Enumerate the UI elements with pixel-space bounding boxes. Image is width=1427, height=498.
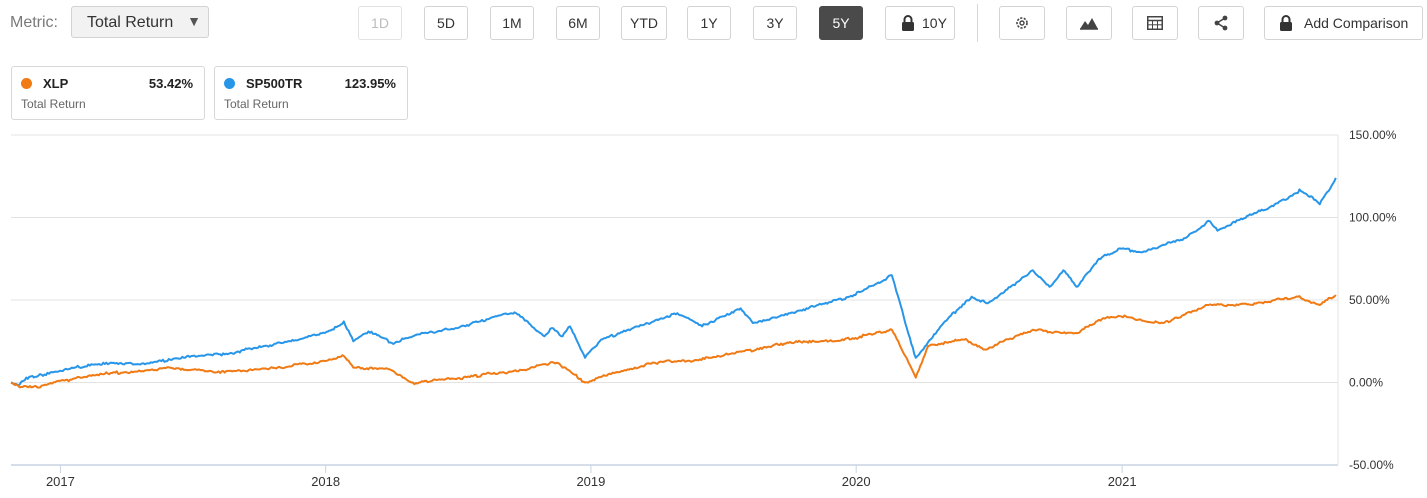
x-tick-label: 2019 [576,474,605,489]
range-button-1m[interactable]: 1M [490,6,534,40]
range-button-10y[interactable]: 10Y [885,6,955,40]
toolbar: Metric: Total Return ▼ 1D 5D 1M 6M YTD 1… [0,0,1427,48]
metric-select-value: Total Return [87,14,174,31]
x-tick-label: 2018 [311,474,340,489]
range-button-1d[interactable]: 1D [358,6,402,40]
series-color-dot [21,78,32,89]
chart-type-button[interactable] [1066,6,1112,40]
legend-sublabel: Total Return [21,97,86,111]
legend-sublabel: Total Return [224,97,289,111]
series-line-xlp [10,294,1337,389]
toolbar-divider [977,4,978,42]
table-view-button[interactable] [1132,6,1178,40]
series-line-sp500tr [10,177,1337,387]
caret-down-icon: ▼ [187,13,201,29]
range-button-10y-label: 10Y [922,15,947,31]
share-button[interactable] [1198,6,1244,40]
legend-symbol: XLP [43,76,69,91]
x-tick-label: 2017 [46,474,75,489]
legend-card-sp500tr[interactable]: SP500TR 123.95% Total Return [214,66,408,120]
legend-symbol: SP500TR [246,76,303,91]
legend-card-xlp[interactable]: XLP 53.42% Total Return [11,66,205,120]
y-tick-label: -50.00% [1349,458,1394,472]
range-button-5y[interactable]: 5Y [819,6,863,40]
share-icon [1214,15,1228,31]
axes: 150.00% 100.00% 50.00% 0.00% -50.00% 2017 2018… [11,128,1397,489]
series-lines [10,177,1337,389]
lock-icon [902,15,914,31]
series-color-dot [224,78,235,89]
range-button-1y[interactable]: 1Y [687,6,731,40]
gear-icon [1016,17,1028,29]
range-button-5d[interactable]: 5D [424,6,468,40]
metric-select[interactable]: Total Return ▼ [71,6,209,38]
y-tick-label: 0.00% [1349,376,1383,390]
y-tick-label: 50.00% [1349,293,1390,307]
range-button-3y[interactable]: 3Y [753,6,797,40]
lock-icon [1280,15,1292,31]
table-icon [1147,16,1163,30]
gridlines [11,134,1338,383]
range-button-ytd[interactable]: YTD [621,6,667,40]
add-comparison-label: Add Comparison [1304,15,1409,31]
range-button-6m[interactable]: 6M [556,6,600,40]
legend-value: 123.95% [344,76,396,91]
add-comparison-button[interactable]: Add Comparison [1264,6,1423,40]
x-tick-label: 2021 [1108,474,1137,489]
y-tick-label: 150.00% [1349,128,1397,142]
legend-value: 53.42% [148,76,193,91]
metric-label: Metric: [10,14,58,31]
settings-button[interactable] [999,6,1045,40]
mountain-chart-icon [1080,18,1098,30]
y-tick-label: 100.00% [1349,211,1397,225]
x-tick-label: 2020 [842,474,871,489]
